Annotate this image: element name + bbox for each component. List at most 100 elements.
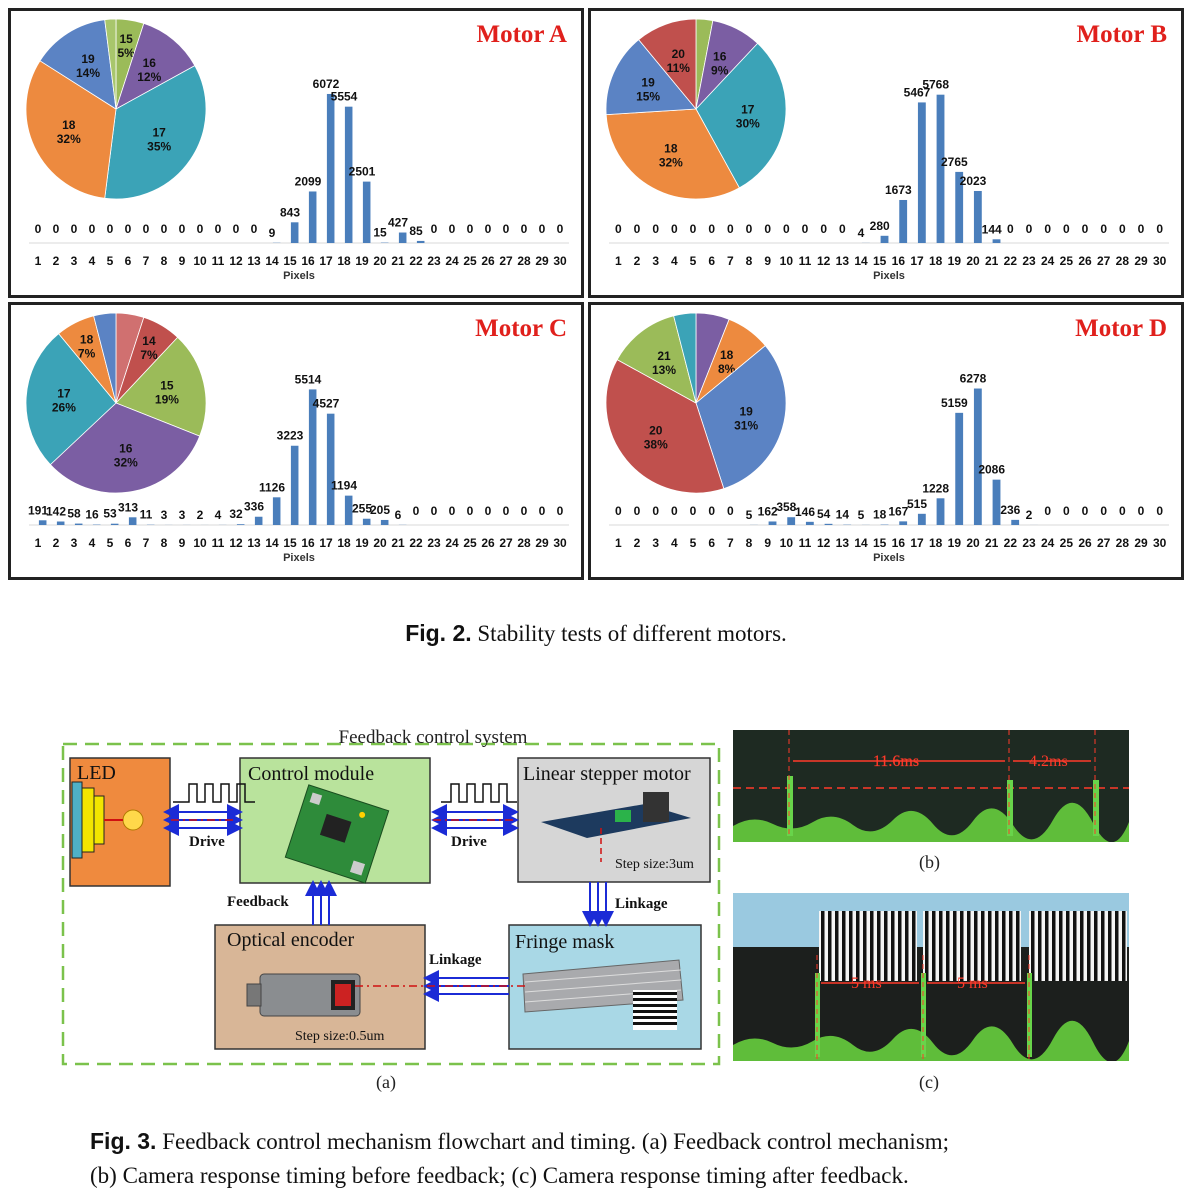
fringe-stripe	[835, 911, 839, 981]
bar-value-label: 0	[802, 222, 809, 236]
x-tick-label: 10	[193, 536, 207, 550]
pie-slice-percent: 31%	[734, 419, 758, 433]
x-tick-label: 28	[517, 254, 531, 268]
arrows-led-control	[163, 804, 243, 836]
bar	[128, 517, 137, 525]
pie-slice-percent: 26%	[52, 401, 76, 415]
bar	[805, 521, 814, 525]
pie-slice	[605, 39, 697, 116]
chart-motor-b: 0102030405060708090100110120134142801516…	[605, 18, 1169, 282]
arrows-linkage-horizontal	[355, 970, 525, 1002]
x-tick-label: 30	[553, 254, 567, 268]
chart-title: Motor C	[475, 315, 567, 342]
bar	[308, 389, 317, 525]
pie-slice-label: 17	[152, 125, 166, 139]
feedback-label: Feedback	[227, 894, 289, 910]
bar-value-label: 843	[280, 205, 300, 219]
pie-slice-label: 18	[720, 348, 734, 362]
bar-value-label: 0	[690, 222, 697, 236]
x-tick-label: 15	[873, 536, 887, 550]
bar-value-label: 427	[388, 216, 408, 230]
pie-slice-label: 14	[142, 334, 156, 348]
pie-slice-label: 17	[57, 387, 71, 401]
pie-slice-percent: 38%	[644, 437, 668, 451]
x-tick-label: 4	[89, 254, 96, 268]
fringe-stripe	[1009, 911, 1013, 981]
x-tick-label: 1	[615, 536, 622, 550]
x-tick-label: 23	[427, 254, 441, 268]
bar	[326, 413, 335, 525]
bar-value-label: 0	[615, 504, 622, 518]
bar-value-label: 0	[233, 222, 240, 236]
pie-slice-label: 20	[672, 47, 686, 61]
pie-slice-label: 18	[80, 332, 94, 346]
bar-value-label: 6	[395, 508, 402, 522]
x-tick-label: 16	[301, 254, 315, 268]
x-tick-label: 1	[615, 254, 622, 268]
bulb-icon	[122, 809, 144, 831]
pie-slice-percent: 14%	[76, 66, 100, 80]
bar-value-label: 146	[795, 505, 815, 519]
bar-value-label: 0	[1100, 222, 1107, 236]
x-tick-label: 23	[1022, 254, 1036, 268]
bar-value-label: 0	[1119, 222, 1126, 236]
pie-slice-percent: 19%	[155, 393, 179, 407]
fringe-stripe	[967, 911, 971, 981]
fringe-stripe	[1059, 911, 1063, 981]
bar-value-label: 0	[1138, 222, 1145, 236]
x-tick-label: 12	[817, 254, 831, 268]
bar	[362, 518, 371, 525]
x-tick-label: 22	[1004, 254, 1018, 268]
pie-slice	[93, 312, 117, 404]
pie-slice-percent: 32%	[659, 156, 683, 170]
fig2-caption-label: Fig. 2.	[405, 620, 472, 646]
x-tick-label: 2	[634, 536, 641, 550]
x-tick-label: 2	[53, 536, 60, 550]
pie-slice-label: 18	[664, 142, 678, 156]
bar-value-label: 0	[503, 504, 510, 518]
bar-value-label: 0	[557, 504, 564, 518]
x-tick-label: 10	[193, 254, 207, 268]
bar	[992, 239, 1001, 243]
bar	[917, 513, 926, 525]
bar-value-label: 0	[539, 504, 546, 518]
x-tick-label: 21	[391, 536, 405, 550]
x-tick-label: 4	[671, 536, 678, 550]
x-tick-label: 30	[1153, 254, 1167, 268]
fringe-stripe	[863, 911, 867, 981]
bar-value-label: 336	[244, 500, 264, 514]
bar-value-label: 5554	[331, 90, 358, 104]
bar-value-label: 54	[817, 507, 831, 521]
bar-value-label: 0	[1044, 504, 1051, 518]
encoder-sensor-icon	[246, 973, 361, 1017]
pie-slice	[104, 65, 207, 200]
pie-slice	[39, 19, 117, 110]
fringe-pattern-icon	[633, 990, 677, 1030]
x-tick-label: 12	[817, 536, 831, 550]
sublabel-c: (c)	[919, 1072, 939, 1092]
led-base-1	[71, 781, 83, 859]
bar	[236, 524, 245, 525]
bar-value-label: 515	[907, 497, 927, 511]
x-tick-label: 26	[1078, 536, 1092, 550]
pie-slice-label: 18	[62, 118, 76, 132]
bar	[344, 495, 353, 525]
x-tick-label: 3	[71, 536, 78, 550]
pie-slice-percent: 7%	[140, 348, 158, 362]
feedback-flowchart: Feedback control system LED Control modu…	[61, 727, 721, 1066]
x-tick-label: 24	[1041, 254, 1055, 268]
bar	[74, 523, 83, 525]
fringe-stripe	[849, 911, 853, 981]
encoder-label: Optical encoder	[227, 929, 354, 951]
x-tick-label: 25	[1060, 536, 1074, 550]
x-tick-label: 14	[854, 254, 868, 268]
x-tick-label: 14	[265, 254, 279, 268]
bar-value-label: 1228	[922, 481, 949, 495]
fringe-stripe	[877, 911, 881, 981]
x-tick-label: 5	[107, 536, 114, 550]
x-tick-label: 8	[746, 536, 753, 550]
x-tick-label: 25	[1060, 254, 1074, 268]
bar-value-label: 15	[373, 226, 387, 240]
x-tick-label: 24	[445, 254, 459, 268]
drive-label-1: Drive	[189, 834, 225, 850]
